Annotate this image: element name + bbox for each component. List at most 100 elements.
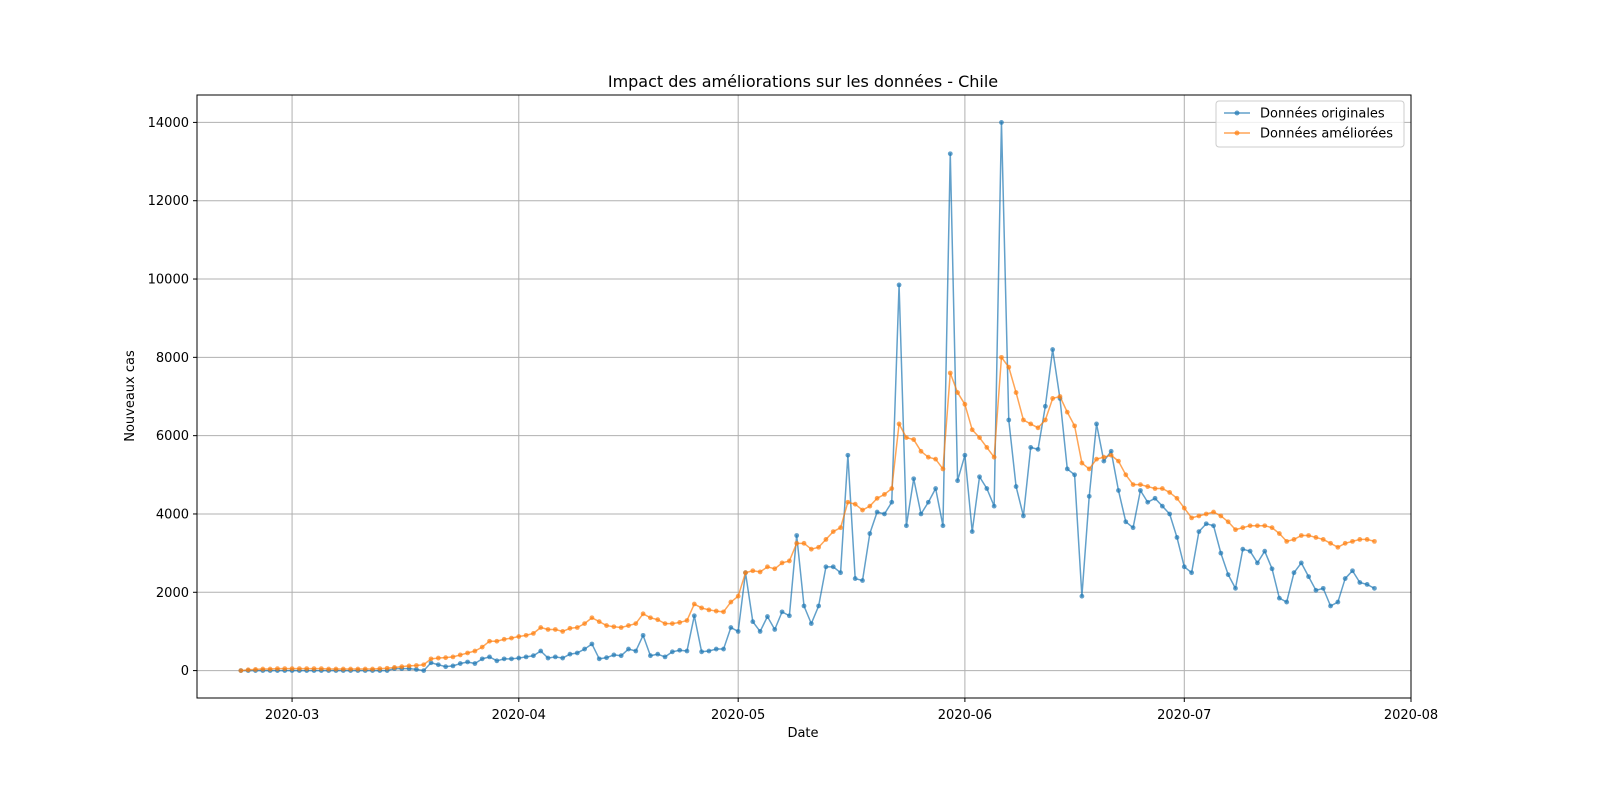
data-point [882,511,887,517]
data-point [1313,535,1319,540]
data-point [611,624,617,630]
data-point [713,608,719,614]
data-point [1211,509,1216,515]
data-point [757,629,763,634]
data-point [487,638,492,644]
data-point [808,621,814,627]
data-point [1189,515,1195,521]
data-point [962,401,968,407]
data-point [691,613,697,619]
data-point [1262,523,1268,529]
data-point [574,625,580,630]
data-point [816,603,822,609]
data-point [808,546,814,552]
data-point [1203,511,1209,517]
data-point [494,638,500,644]
data-point [830,529,836,534]
data-point [501,656,507,662]
data-point [333,666,339,672]
data-point [691,601,697,607]
data-point [465,659,470,665]
data-point [772,566,778,572]
data-point [1006,364,1012,370]
data-point [969,427,975,433]
legend: Données originales Données améliorées [1215,100,1405,148]
data-point [684,648,690,654]
y-tick-label: 14000 [148,116,189,131]
data-point [545,627,551,632]
data-point [348,666,353,672]
data-point [903,523,909,529]
data-point [786,613,792,619]
data-point [1094,456,1099,462]
data-point [1035,446,1041,452]
data-point [874,495,880,501]
data-point [1079,460,1085,466]
data-point [1050,396,1056,401]
data-point [1064,466,1070,472]
data-point [1130,482,1136,488]
data-point [450,663,456,669]
series-2 [238,354,1377,673]
data-point [406,663,412,669]
data-point [1320,537,1326,542]
data-point [1313,587,1319,593]
data-point [750,568,756,574]
data-point [1298,560,1304,566]
data-point [852,501,858,507]
data-point [633,621,639,627]
data-point [1298,533,1304,538]
x-tick-label: 2020-04 [492,708,546,723]
data-point [1240,525,1246,531]
data-point [428,660,434,666]
data-point [1123,519,1129,525]
data-point [626,623,631,628]
data-point [435,655,441,661]
data-point [721,646,726,652]
data-point [1057,394,1063,399]
data-point [1181,564,1187,570]
data-point [1372,538,1377,544]
data-point [1335,544,1341,550]
data-point [1013,484,1019,489]
x-tick-label: 2020-06 [938,708,992,723]
data-point [947,370,953,376]
data-point [626,646,631,652]
data-point [582,646,588,652]
data-point [860,507,865,513]
data-point [392,665,397,670]
data-point [999,120,1004,125]
data-point [1342,540,1348,546]
data-point [640,632,646,638]
data-point [443,655,449,661]
data-point [706,607,712,613]
data-point [1152,495,1158,501]
data-point [1167,490,1173,495]
data-point [655,617,661,623]
data-point [494,658,500,664]
data-point [1364,537,1370,542]
data-point [984,486,990,491]
data-point [1072,472,1077,478]
data-point [1247,523,1253,529]
legend-marker-original [1234,110,1240,116]
data-point [1108,448,1114,454]
data-point [1291,537,1297,542]
data-point [1116,458,1121,464]
data-point [399,664,405,670]
y-tick-label: 4000 [156,507,189,522]
data-point [772,627,778,632]
data-point [355,666,361,672]
data-point [728,599,734,605]
data-point [940,523,946,529]
data-point [1328,603,1333,609]
data-point [296,666,302,672]
data-point [779,609,785,615]
data-point [757,569,763,575]
data-point [662,621,668,627]
data-point [487,654,492,660]
data-point [1357,580,1363,585]
data-point [435,662,441,668]
data-point [1233,527,1238,533]
data-point [1218,513,1224,519]
